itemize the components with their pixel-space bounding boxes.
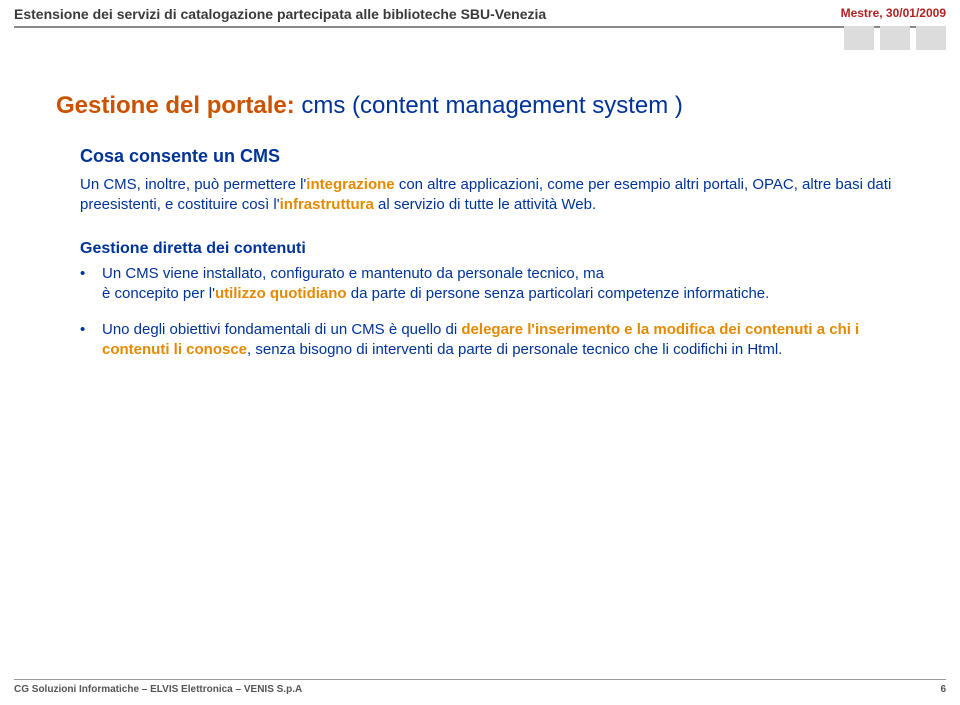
bullet-dot-icon: • xyxy=(80,264,102,305)
s1-pre: Un CMS, inoltre, può permettere l' xyxy=(80,176,306,193)
bullet-2: • Uno degli obiettivi fondamentali di un… xyxy=(80,320,894,361)
decor-block xyxy=(844,26,874,50)
b2-post: , senza bisogno di interventi da parte d… xyxy=(247,341,782,358)
footer-left: CG Soluzioni Informatiche – ELVIS Elettr… xyxy=(14,684,302,695)
bullet-1-text: Un CMS viene installato, configurato e m… xyxy=(102,264,894,305)
page-number: 6 xyxy=(940,684,946,695)
s1-hl1: integrazione xyxy=(306,176,394,193)
b1-l2-hl: utilizzo quotidiano xyxy=(215,285,347,302)
section1-heading: Cosa consente un CMS xyxy=(80,146,904,167)
b1-l2-post: da parte di persone senza particolari co… xyxy=(347,285,770,302)
header-title: Estensione dei servizi di catalogazione … xyxy=(14,6,546,22)
b1-l2-pre: è concepito per l' xyxy=(102,285,215,302)
section2-heading: Gestione diretta dei contenuti xyxy=(80,240,904,258)
bullet-dot-icon: • xyxy=(80,320,102,361)
decor-block xyxy=(916,26,946,50)
decor-block xyxy=(880,26,910,50)
slide-content: Gestione del portale: cms (content manag… xyxy=(0,44,960,361)
header-blocks xyxy=(844,26,946,50)
title-part2: cms (content management system ) xyxy=(301,92,682,119)
s1-post: al servizio di tutte le attività Web. xyxy=(374,196,596,213)
section1-para: Un CMS, inoltre, può permettere l'integr… xyxy=(80,175,894,216)
title-part1: Gestione del portale: xyxy=(56,92,295,119)
header-date: Mestre, 30/01/2009 xyxy=(841,6,946,20)
b1-line1: Un CMS viene installato, configurato e m… xyxy=(102,265,604,282)
footer-line xyxy=(14,679,946,680)
s1-hl2: infrastruttura xyxy=(280,196,374,213)
header-underline xyxy=(14,26,946,28)
bullet-2-text: Uno degli obiettivi fondamentali di un C… xyxy=(102,320,894,361)
slide-header: Estensione dei servizi di catalogazione … xyxy=(0,0,960,44)
slide-footer: CG Soluzioni Informatiche – ELVIS Elettr… xyxy=(0,679,960,705)
bullet-1: • Un CMS viene installato, configurato e… xyxy=(80,264,894,305)
slide-title: Gestione del portale: cms (content manag… xyxy=(56,92,904,120)
b2-pre: Uno degli obiettivi fondamentali di un C… xyxy=(102,321,461,338)
